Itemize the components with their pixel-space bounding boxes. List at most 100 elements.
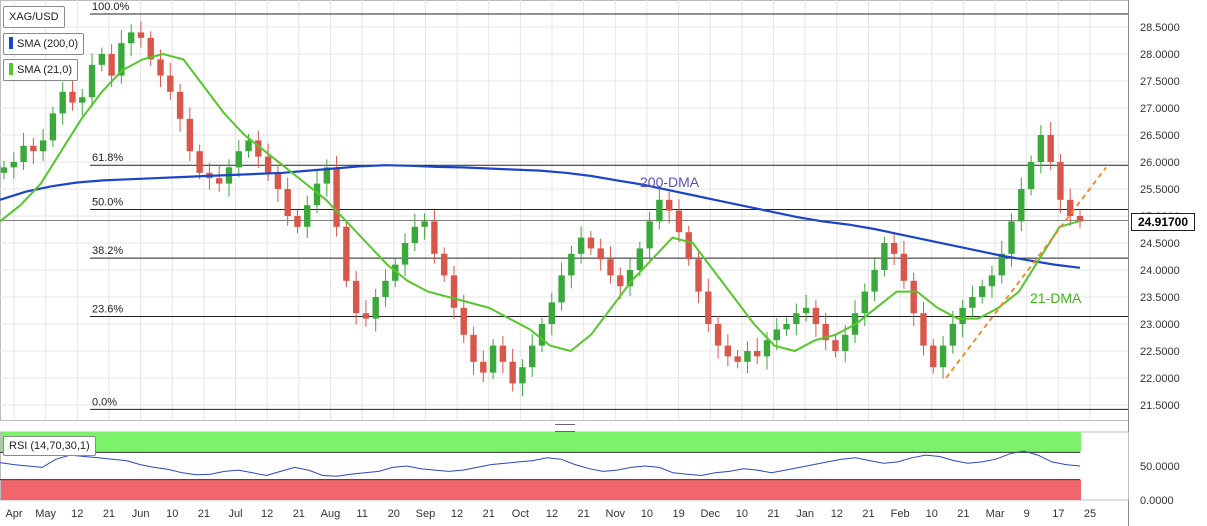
candle-body <box>284 189 291 216</box>
candle-body <box>499 345 507 362</box>
candle-body <box>323 167 330 184</box>
candle-body <box>235 151 242 168</box>
price-tick-label: 24.5000 <box>1140 238 1180 250</box>
candle-body <box>705 291 712 324</box>
time-tick-label: Nov <box>606 508 626 520</box>
candle-body <box>480 361 487 373</box>
candle-body <box>176 91 184 119</box>
candle-body <box>49 113 57 141</box>
time-tick-label: 10 <box>641 508 653 520</box>
time-tick-label: 20 <box>388 508 400 520</box>
sma21-line <box>0 52 1081 353</box>
candle-body <box>538 324 546 346</box>
candle-body <box>79 97 86 103</box>
sma200-swatch <box>9 37 13 49</box>
candle-body <box>988 275 996 287</box>
grid <box>0 0 1129 526</box>
time-tick-label: Apr <box>5 508 22 520</box>
candle-body <box>30 145 37 152</box>
time-tick-label: Jan <box>796 508 814 520</box>
candle-body <box>978 286 986 297</box>
candle-body <box>470 334 477 362</box>
candle-body <box>10 162 17 168</box>
sma21-legend[interactable]: SMA (21,0) <box>3 59 79 81</box>
candle-body <box>695 259 702 292</box>
sma200-annotation: 200-DMA <box>640 174 700 190</box>
candle-body <box>440 253 448 276</box>
candle-body <box>343 226 350 281</box>
price-tick-label: 27.0000 <box>1140 103 1180 115</box>
candle-body <box>108 54 115 76</box>
candle-body <box>871 270 878 292</box>
candle-body <box>137 32 145 38</box>
rsi-panel: 50.0000 0.0000 <box>0 431 1180 507</box>
time-axis[interactable]: Apr May 12 21 Jun 10 21 Jul 12 21 Aug 11 20 Sep 12 21 Oc… <box>5 508 1096 520</box>
candle-body <box>812 307 820 324</box>
candle-body <box>69 91 76 103</box>
fib-level-label: 23.6% <box>92 303 123 315</box>
candle-body <box>656 199 663 222</box>
time-tick-label: Feb <box>891 508 910 520</box>
rsi-oversold-zone <box>1 479 1081 500</box>
candle-body <box>294 216 301 227</box>
candle-body <box>216 178 223 184</box>
candle-body <box>519 367 526 384</box>
candle-body <box>607 259 614 276</box>
candle-body <box>529 345 536 368</box>
candle-body <box>558 275 565 303</box>
candle-body <box>118 43 125 76</box>
trendline <box>945 166 1107 379</box>
price-tick-label: 25.5000 <box>1140 184 1180 196</box>
rsi-legend[interactable]: RSI (14,70,30,1) <box>3 436 96 456</box>
price-tick-label: 28.0000 <box>1140 49 1180 61</box>
candle-body <box>147 37 154 60</box>
price-tick-label: 23.5000 <box>1140 292 1180 304</box>
price-tick-label: 28.5000 <box>1140 22 1180 34</box>
time-tick-label: 10 <box>926 508 938 520</box>
candle-body <box>167 75 174 92</box>
candle-body <box>665 199 673 211</box>
fibonacci-levels: 100.0% 61.8% 50.0% 38.2% 23.6% 0.0% <box>0 1 1128 410</box>
candle-body <box>196 151 203 173</box>
time-tick-label: 25 <box>1084 508 1096 520</box>
candle-body <box>636 248 644 270</box>
time-tick-label: 12 <box>451 508 463 520</box>
candle-body <box>39 140 47 152</box>
fib-level-label: 0.0% <box>92 396 117 408</box>
candle-body <box>411 226 419 243</box>
time-tick-label: Oct <box>512 508 529 520</box>
candle-body <box>313 183 321 206</box>
time-tick-label: 21 <box>862 508 874 520</box>
last-price-label: 24.91700 <box>1131 213 1195 231</box>
candle-body <box>450 275 458 308</box>
fib-level-label: 100.0% <box>92 1 130 13</box>
candle-body <box>793 313 800 324</box>
candle-body <box>754 351 761 357</box>
candle-body <box>910 280 917 314</box>
candle-body <box>714 324 722 346</box>
candle-body <box>186 118 194 152</box>
fib-level-label: 38.2% <box>92 245 123 257</box>
candle-body <box>597 248 604 260</box>
candle-body <box>98 54 106 65</box>
time-tick-label: 19 <box>672 508 684 520</box>
price-tick-label: 22.5000 <box>1140 346 1180 358</box>
rsi-tick-label: 50.0000 <box>1140 461 1180 473</box>
time-tick-label: 21 <box>483 508 495 520</box>
candle-body <box>568 253 575 276</box>
candle-body <box>392 264 399 281</box>
candle-body <box>304 205 311 227</box>
candle-body <box>245 140 252 152</box>
candle-body <box>382 280 389 297</box>
candle-body <box>802 307 810 314</box>
time-tick-label: 10 <box>166 508 178 520</box>
symbol-legend[interactable]: XAG/USD <box>3 6 65 28</box>
candle-body <box>675 210 683 233</box>
candle-body <box>832 340 839 351</box>
candle-body <box>1067 199 1074 216</box>
candle-body <box>127 32 135 44</box>
sma200-legend[interactable]: SMA (200,0) <box>3 33 85 55</box>
price-tick-label: 22.0000 <box>1140 373 1180 385</box>
sma21-annotation: 21-DMA <box>1030 290 1082 306</box>
panel-resize-handle[interactable] <box>555 424 575 432</box>
